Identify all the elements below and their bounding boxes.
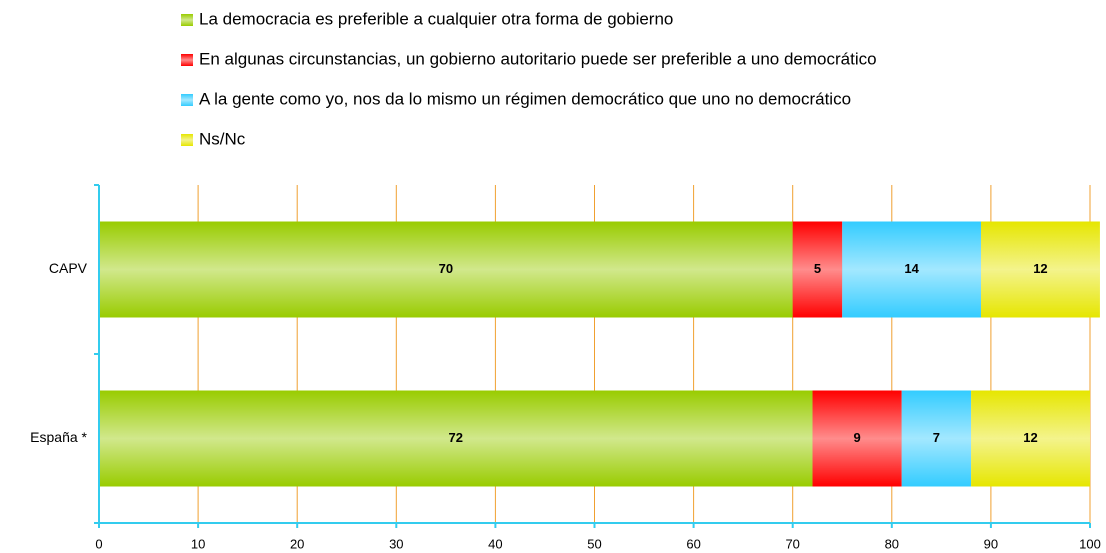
x-tick-label: 0: [95, 536, 102, 551]
x-tick-label: 70: [785, 536, 799, 551]
data-label: 12: [1033, 261, 1047, 276]
bar-shine: [99, 221, 793, 318]
bar-shine: [792, 221, 843, 318]
x-tick-label: 10: [191, 536, 205, 551]
x-tick-label: 80: [885, 536, 899, 551]
legend-swatch-shine: [181, 134, 193, 146]
data-label: 14: [904, 261, 919, 276]
data-label: 70: [439, 261, 453, 276]
x-tick-label: 20: [290, 536, 304, 551]
x-tick-label: 60: [686, 536, 700, 551]
bar-shine: [901, 390, 972, 487]
data-label: 9: [853, 430, 860, 445]
y-tick-label: CAPV: [49, 260, 88, 276]
data-label: 5: [814, 261, 821, 276]
bar-shine: [99, 390, 813, 487]
bar-shine: [812, 390, 902, 487]
bar-shine: [842, 221, 981, 318]
bar-shine: [971, 390, 1090, 487]
data-label: 12: [1023, 430, 1037, 445]
legend-swatch-shine: [181, 54, 193, 66]
legend-swatch-shine: [181, 94, 193, 106]
bar-shine: [980, 221, 1100, 318]
legend-swatch-shine: [181, 14, 193, 26]
y-tick-label: España *: [30, 429, 87, 445]
x-tick-label: 100: [1079, 536, 1101, 551]
x-tick-label: 40: [488, 536, 502, 551]
legend-label: La democracia es preferible a cualquier …: [199, 9, 673, 28]
data-label: 72: [449, 430, 463, 445]
x-tick-label: 90: [984, 536, 998, 551]
legend-label: A la gente como yo, nos da lo mismo un r…: [199, 89, 851, 108]
legend-label: Ns/Nc: [199, 129, 246, 148]
legend-label: En algunas circunstancias, un gobierno a…: [199, 49, 877, 68]
data-label: 7: [933, 430, 940, 445]
x-tick-label: 30: [389, 536, 403, 551]
x-tick-label: 50: [587, 536, 601, 551]
